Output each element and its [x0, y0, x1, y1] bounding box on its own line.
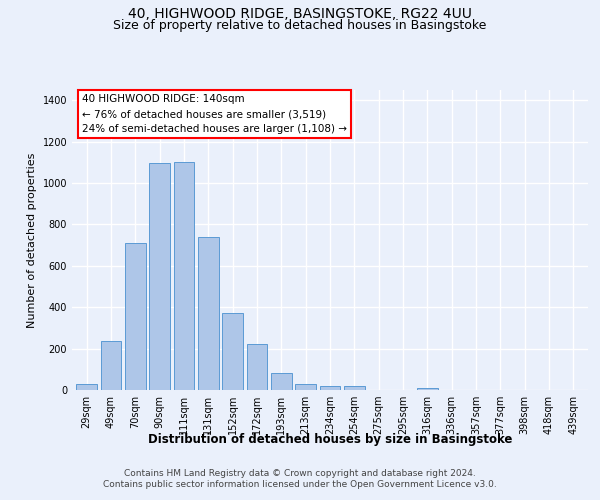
Text: 40, HIGHWOOD RIDGE, BASINGSTOKE, RG22 4UU: 40, HIGHWOOD RIDGE, BASINGSTOKE, RG22 4U… [128, 8, 472, 22]
Bar [320, 386, 340, 390]
Text: Distribution of detached houses by size in Basingstoke: Distribution of detached houses by size … [148, 432, 512, 446]
Bar [149, 164, 170, 390]
Bar [271, 374, 292, 390]
Bar [247, 344, 268, 390]
Text: Contains public sector information licensed under the Open Government Licence v3: Contains public sector information licen… [103, 480, 497, 489]
Bar [173, 162, 194, 390]
Bar [198, 237, 218, 390]
Bar [101, 342, 121, 390]
Text: Size of property relative to detached houses in Basingstoke: Size of property relative to detached ho… [113, 18, 487, 32]
Bar [125, 243, 146, 390]
Text: 40 HIGHWOOD RIDGE: 140sqm
← 76% of detached houses are smaller (3,519)
24% of se: 40 HIGHWOOD RIDGE: 140sqm ← 76% of detac… [82, 94, 347, 134]
Y-axis label: Number of detached properties: Number of detached properties [27, 152, 37, 328]
Text: Contains HM Land Registry data © Crown copyright and database right 2024.: Contains HM Land Registry data © Crown c… [124, 468, 476, 477]
Bar [344, 386, 365, 390]
Bar [76, 384, 97, 390]
Bar [417, 388, 438, 390]
Bar [222, 314, 243, 390]
Bar [295, 384, 316, 390]
